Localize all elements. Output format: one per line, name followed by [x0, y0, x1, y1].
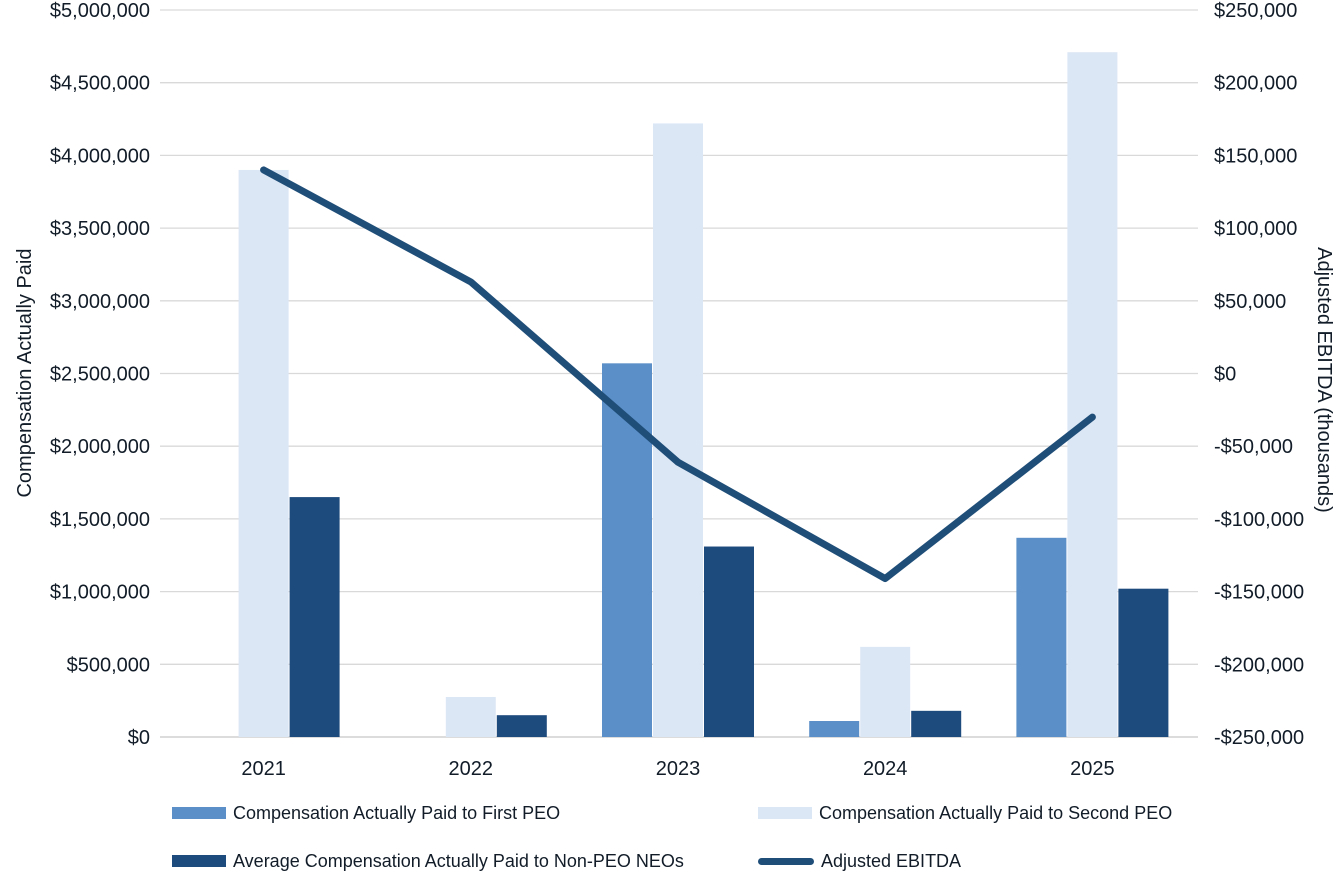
right-axis-tick-label: -$200,000 [1214, 654, 1304, 676]
x-axis-label-2022: 2022 [449, 758, 494, 780]
right-axis-tick-label: -$250,000 [1214, 727, 1304, 749]
left-axis-tick-label: $2,500,000 [50, 364, 150, 386]
legend-swatch-first-peo [172, 807, 226, 819]
left-axis-tick-label: $2,000,000 [50, 436, 150, 458]
bar-non-peo-neos-2023 [704, 546, 754, 737]
x-axis-label-2025: 2025 [1070, 758, 1115, 780]
bar-non-peo-neos-2021 [289, 497, 340, 737]
legend-item-non-peo-neos: Average Compensation Actually Paid to No… [172, 850, 684, 871]
bar-first-peo-2025 [1016, 537, 1067, 737]
left-axis-tick-label: $1,500,000 [50, 509, 150, 531]
right-axis-tick-label: $100,000 [1214, 218, 1297, 240]
legend-label-first-peo: Compensation Actually Paid to First PEO [233, 802, 561, 823]
bar-second-peo-2021 [238, 169, 289, 737]
left-axis-tick-label: $500,000 [67, 654, 150, 676]
bar-second-peo-2022 [445, 697, 496, 737]
legend-item-second-peo: Compensation Actually Paid to Second PEO [758, 802, 1173, 823]
legend-label-second-peo: Compensation Actually Paid to Second PEO [819, 802, 1173, 823]
right-axis-tick-label: $0 [1214, 364, 1236, 386]
legend-line-swatch-adjusted-ebitda [758, 857, 814, 865]
adjusted-ebitda-line [260, 166, 1096, 583]
left-axis-title: Compensation Actually Paid [14, 248, 36, 498]
x-axis-label-2021: 2021 [241, 758, 286, 780]
right-axis-tick-label: $200,000 [1214, 73, 1297, 95]
right-axis-tick-label: -$50,000 [1214, 436, 1293, 458]
legend-item-adjusted-ebitda: Adjusted EBITDA [758, 850, 962, 871]
bar-non-peo-neos-2022 [496, 715, 547, 737]
left-axis-tick-label: $4,500,000 [50, 73, 150, 95]
x-axis-label-2024: 2024 [863, 758, 908, 780]
bar-second-peo-2023 [653, 123, 703, 738]
right-axis-title: Adjusted EBITDA (thousands) [1313, 247, 1335, 513]
bar-first-peo-2023 [602, 363, 652, 737]
left-axis-tick-label: $5,000,000 [50, 0, 150, 22]
bar-non-peo-neos-2025 [1118, 588, 1169, 737]
legend-label-non-peo-neos: Average Compensation Actually Paid to No… [233, 850, 684, 871]
legend-label-adjusted-ebitda: Adjusted EBITDA [821, 850, 962, 871]
x-axis-label-2023: 2023 [656, 758, 701, 780]
right-axis-tick-label: -$100,000 [1214, 509, 1304, 531]
bar-first-peo-2024 [809, 721, 860, 737]
left-axis-tick-label: $3,000,000 [50, 291, 150, 313]
bar-non-peo-neos-2024 [911, 710, 962, 737]
left-axis-tick-label: $4,000,000 [50, 145, 150, 167]
left-axis-tick-label: $3,500,000 [50, 218, 150, 240]
right-axis-tick-label: $50,000 [1214, 291, 1286, 313]
bar-second-peo-2024 [860, 646, 911, 737]
legend-swatch-non-peo-neos [172, 855, 226, 867]
bar-second-peo-2025 [1067, 52, 1118, 737]
right-axis-tick-label: $150,000 [1214, 145, 1297, 167]
left-axis-tick-label: $0 [128, 727, 150, 749]
right-axis-tick-label: $250,000 [1214, 0, 1297, 22]
left-axis-tick-label: $1,000,000 [50, 582, 150, 604]
right-axis-tick-label: -$150,000 [1214, 582, 1304, 604]
legend-swatch-second-peo [758, 807, 812, 819]
legend-item-first-peo: Compensation Actually Paid to First PEO [172, 802, 561, 823]
